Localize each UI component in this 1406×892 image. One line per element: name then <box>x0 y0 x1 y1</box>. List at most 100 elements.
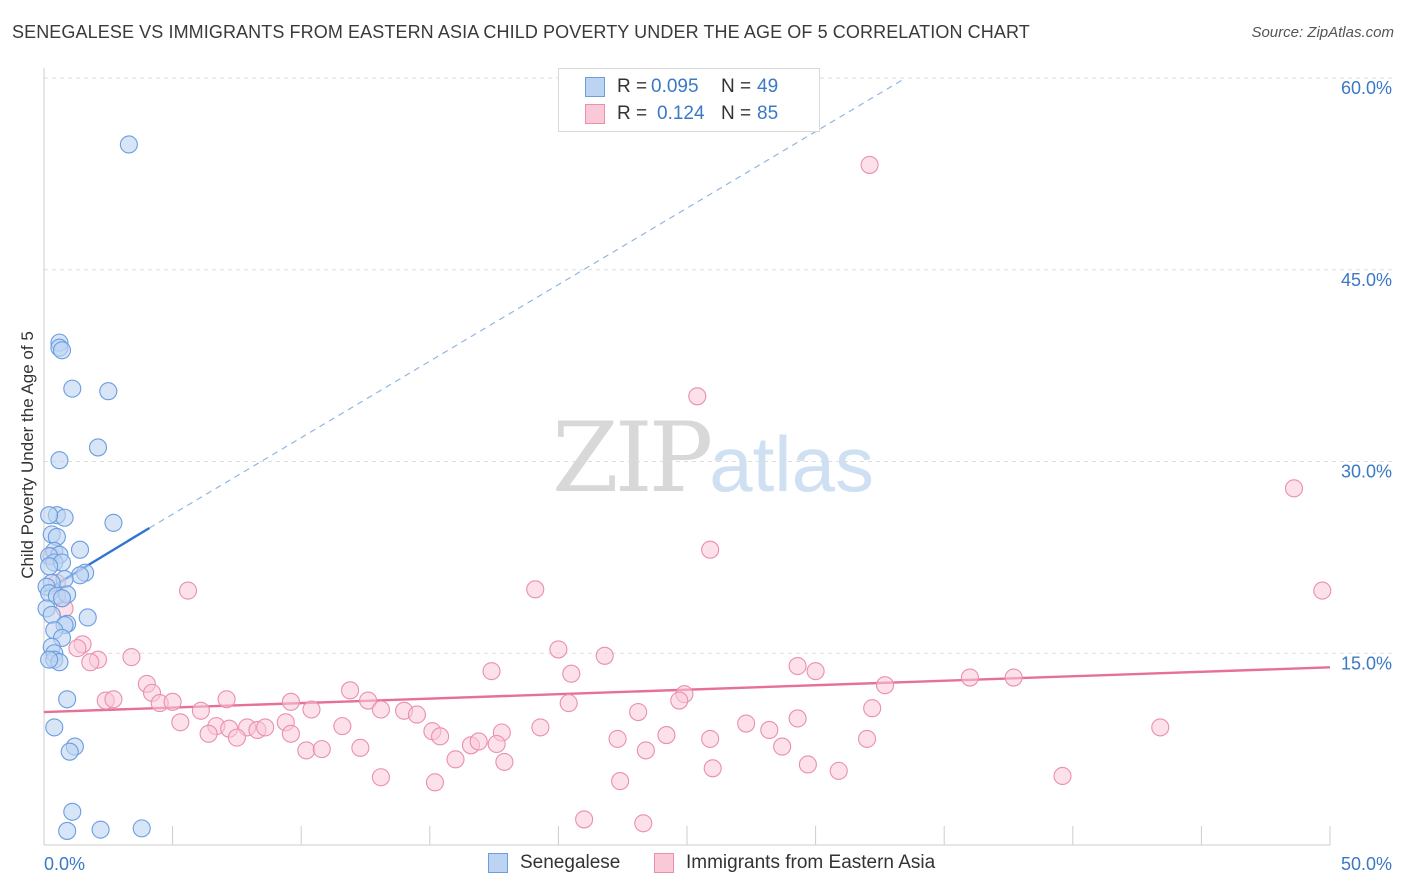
eastern-asia-point <box>425 773 444 792</box>
eastern-asia-point <box>549 640 568 659</box>
y-tick-label: 45.0% <box>1341 270 1392 290</box>
legend-swatch-senegalese <box>585 77 605 97</box>
legend: R = 0.095 N = 49 R = 0.124 N = 85 <box>558 68 820 132</box>
eastern-asia-point <box>281 692 300 711</box>
eastern-asia-point <box>171 713 190 732</box>
eastern-asia-point <box>371 768 390 787</box>
senegalese-point <box>132 819 151 838</box>
eastern-asia-point <box>701 540 720 559</box>
eastern-asia-point <box>1151 718 1170 737</box>
eastern-asia-point <box>81 653 100 672</box>
eastern-asia-point <box>1053 766 1072 786</box>
eastern-asia-point <box>657 726 676 745</box>
y-tick-label: 60.0% <box>1341 78 1392 98</box>
legend-n-value: 85 <box>757 103 779 124</box>
legend-n-label: N = <box>721 76 752 97</box>
senegalese-point <box>88 438 108 457</box>
eastern-asia-point <box>559 694 578 713</box>
eastern-asia-point <box>431 727 450 746</box>
eastern-asia-point <box>359 691 378 710</box>
bottom-legend-label-eastern-asia: Immigrants from Eastern Asia <box>686 852 936 873</box>
trend-lines <box>43 77 1331 714</box>
eastern-asia-point <box>191 701 210 720</box>
eastern-asia-point <box>1004 668 1023 687</box>
eastern-asia-point <box>737 714 756 733</box>
eastern-asia-point <box>104 690 123 709</box>
senegalese-trend-extension <box>149 77 906 529</box>
senegalese-point <box>63 379 82 398</box>
eastern-asia-point <box>297 741 316 760</box>
eastern-asia-point <box>163 692 182 711</box>
eastern-asia-point <box>562 664 581 683</box>
eastern-asia-point <box>217 690 236 709</box>
eastern-asia-point <box>773 737 792 756</box>
eastern-asia-point <box>281 724 300 743</box>
eastern-asia-point <box>227 728 246 747</box>
eastern-asia-point <box>636 741 655 760</box>
legend-r-value: 0.124 <box>657 103 705 124</box>
senegalese-point <box>78 608 97 627</box>
y-tick-label: 30.0% <box>1341 462 1392 482</box>
senegalese-point <box>40 557 59 576</box>
senegalese-point <box>119 135 138 154</box>
senegalese-point <box>40 650 59 669</box>
senegalese-point <box>104 513 123 532</box>
eastern-asia-point <box>863 699 882 718</box>
data-points <box>37 135 1332 840</box>
eastern-asia-point <box>333 717 352 736</box>
eastern-asia-point <box>371 700 390 719</box>
eastern-asia-point <box>875 676 895 695</box>
senegalese-point <box>52 341 72 360</box>
eastern-asia-point <box>806 662 825 681</box>
source-label: Source: ZipAtlas.com <box>1251 24 1394 41</box>
eastern-asia-point <box>407 705 426 724</box>
legend-r-value: 0.095 <box>651 76 699 97</box>
eastern-asia-point <box>487 734 506 754</box>
senegalese-point <box>63 802 82 821</box>
bottom-legend-label-senegalese: Senegalese <box>520 852 621 873</box>
eastern-asia-point <box>634 814 653 833</box>
senegalese-point <box>45 718 64 737</box>
senegalese-point <box>70 566 90 585</box>
eastern-asia-point <box>178 581 198 600</box>
y-tick-label: 15.0% <box>1341 653 1392 673</box>
eastern-asia-point <box>351 738 370 757</box>
eastern-asia-point <box>701 729 720 748</box>
eastern-asia-point <box>595 646 614 665</box>
legend-n-value: 49 <box>757 76 779 97</box>
senegalese-point <box>58 821 77 840</box>
eastern-asia-point <box>1284 479 1304 498</box>
eastern-asia-point <box>122 648 141 667</box>
eastern-asia-point <box>829 761 848 780</box>
senegalese-point <box>58 690 77 709</box>
eastern-asia-point <box>788 656 807 676</box>
chart-title: SENEGALESE VS IMMIGRANTS FROM EASTERN AS… <box>12 22 1030 42</box>
tick-labels: 15.0% 30.0% 45.0% 60.0% 0.0% 50.0% <box>44 78 1392 874</box>
eastern-asia-point <box>860 155 879 174</box>
grid-lines <box>44 77 1392 654</box>
eastern-asia-point <box>302 700 321 719</box>
eastern-asia-point <box>798 755 817 774</box>
eastern-asia-point <box>688 387 707 406</box>
eastern-asia-point <box>788 709 807 728</box>
senegalese-point <box>60 742 79 761</box>
eastern-asia-point <box>531 718 550 737</box>
eastern-asia-point <box>68 639 87 658</box>
eastern-asia-point <box>469 732 488 751</box>
bottom-legend-swatch-senegalese <box>488 853 508 873</box>
eastern-asia-point <box>482 662 501 681</box>
eastern-asia-point <box>703 759 722 778</box>
senegalese-point <box>50 451 69 470</box>
bottom-legend-swatch-eastern-asia <box>654 853 674 873</box>
senegalese-point <box>40 506 59 525</box>
senegalese-point <box>99 382 118 401</box>
eastern-asia-point <box>857 729 877 748</box>
eastern-asia-point <box>1313 581 1332 600</box>
senegalese-point <box>55 508 74 527</box>
legend-swatch-eastern-asia <box>585 104 605 124</box>
x-tick-label: 50.0% <box>1341 854 1392 874</box>
eastern-asia-point <box>760 720 779 740</box>
eastern-asia-point <box>312 740 331 759</box>
legend-row-eastern-asia: R = 0.124 N = 85 <box>585 102 778 126</box>
